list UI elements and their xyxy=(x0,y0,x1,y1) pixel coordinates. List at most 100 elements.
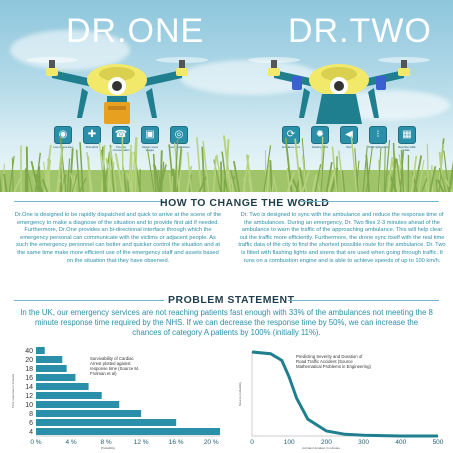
grass-blade xyxy=(223,178,226,192)
severity-line xyxy=(251,350,438,438)
medkit-icon: ✚ xyxy=(83,126,101,144)
grass-blade xyxy=(284,137,293,192)
grass-blade xyxy=(130,152,133,192)
grass-blade xyxy=(3,174,8,192)
grass-blade xyxy=(350,135,358,192)
bar xyxy=(36,392,102,399)
x-tick-label: 20 % xyxy=(204,439,219,446)
grass-blade xyxy=(411,172,418,192)
feature-caption: Two-way communication xyxy=(112,146,130,152)
grass-blade xyxy=(424,175,428,192)
y-tick-label: 10 xyxy=(25,402,33,409)
grass-blade xyxy=(55,179,62,192)
grass-blade xyxy=(230,169,237,192)
grass-blade xyxy=(294,138,302,192)
feature-caption: Capture scene images xyxy=(141,146,159,152)
grass-blade xyxy=(0,173,2,192)
feature-caption: Real time traffic data xyxy=(398,146,416,152)
map-icon: ▦ xyxy=(398,126,416,144)
dr-two-title: DR.TWO xyxy=(288,12,432,50)
feature-item: ▣ Capture scene images xyxy=(139,126,161,155)
severity-chart-svg: Severe probability 0 100 200 300 400 500 Accide… xyxy=(238,350,444,450)
chart-title-line: Road Traffic Accident (Source xyxy=(296,359,353,364)
bar xyxy=(36,374,76,381)
bar xyxy=(36,401,120,408)
camera-icon: ◉ xyxy=(54,126,72,144)
grass-blade xyxy=(146,148,155,192)
x-tick-label: 500 xyxy=(433,439,444,446)
grass-blade xyxy=(302,155,308,192)
grass-blade xyxy=(72,173,78,192)
survivability-chart-svg: Time response in minutes 40 20 18 16 14 12 10 8 6… xyxy=(11,347,220,450)
grass-blade xyxy=(2,163,5,192)
grass-blade xyxy=(414,174,419,192)
grass-blade xyxy=(13,178,22,192)
feature-caption: Traffic light control xyxy=(367,146,389,149)
grass-blade xyxy=(66,158,71,192)
grass-blade xyxy=(421,178,428,192)
feature-caption: Scene assessment xyxy=(168,146,190,149)
feature-caption: First aid kit xyxy=(85,146,99,149)
grass-blade xyxy=(186,165,193,192)
feature-item: ◎ Scene assessment xyxy=(168,126,190,155)
grass-blade xyxy=(34,152,41,192)
grass-blade xyxy=(69,148,74,192)
grass-blade xyxy=(168,144,175,192)
grass-blade xyxy=(202,140,210,192)
feature-caption: Siren xyxy=(346,146,352,149)
how-to-change-section: HOW TO CHANGE THE WORLD Dr.One is design… xyxy=(0,192,453,290)
grass-blade xyxy=(101,144,106,192)
grass-blade xyxy=(75,149,81,192)
grass-blade xyxy=(121,136,124,192)
grass-blade xyxy=(438,167,447,192)
problem-heading: PROBLEM STATEMENT xyxy=(168,294,295,306)
grass-blade xyxy=(325,162,333,192)
grass-blade xyxy=(398,164,403,192)
feature-item: ✹ Flashing lights xyxy=(309,126,331,155)
grass-blade xyxy=(271,178,275,192)
x-tick-label: 0 xyxy=(250,439,254,446)
grass-blade xyxy=(187,151,192,192)
feature-item: ☎ Two-way communication xyxy=(110,126,132,155)
survivability-bar-chart: Time response in minutes 40 20 18 16 14 12 10 8 6… xyxy=(8,346,226,450)
chart-title-line: Arrest plotted against xyxy=(90,361,131,366)
bar xyxy=(36,383,89,390)
grass-blade xyxy=(107,147,112,192)
dr-one-drone-image xyxy=(26,57,208,124)
grass-blade xyxy=(436,179,445,192)
grass-blade xyxy=(443,150,450,192)
heading-rule xyxy=(14,201,164,202)
grass-blade xyxy=(266,164,270,192)
grass-blade xyxy=(245,154,253,192)
grass-blade xyxy=(152,153,157,192)
grass-blade xyxy=(314,164,322,192)
dr-two-description: Dr. Two is designed to sync with the amb… xyxy=(238,212,446,264)
heading-rule xyxy=(288,300,439,301)
bar xyxy=(36,356,63,363)
x-tick-label: 16 % xyxy=(169,439,184,446)
grass-blade xyxy=(377,146,382,192)
grass-blade xyxy=(429,166,437,192)
feature-item: ◀ Siren xyxy=(338,126,360,155)
x-tick-label: 8 % xyxy=(100,439,111,446)
grass-blade xyxy=(387,157,393,192)
problem-description: In the UK, our emergency services are no… xyxy=(20,308,433,338)
chart-title: Predicting Severity and Duration of Road … xyxy=(296,354,372,369)
grass-blade xyxy=(223,135,232,192)
grass-blade xyxy=(311,174,318,192)
dr-one-title: DR.ONE xyxy=(66,12,205,50)
x-tick-label: 400 xyxy=(395,439,406,446)
heading-rule xyxy=(300,201,439,202)
grass-blade xyxy=(11,157,14,192)
chart-title-line: Frolman et al) xyxy=(90,371,117,376)
dr-one-description: Dr.One is designed to be rapidly dispatc… xyxy=(14,212,222,264)
light-icon: ✹ xyxy=(311,126,329,144)
grass-blade xyxy=(69,173,77,192)
bar xyxy=(36,347,45,354)
grass-blade xyxy=(286,171,296,192)
cloud xyxy=(10,30,130,70)
grass-blade xyxy=(86,151,93,192)
grass-blade xyxy=(176,146,182,192)
grass-blade xyxy=(134,137,138,192)
grass-blade xyxy=(30,160,40,192)
